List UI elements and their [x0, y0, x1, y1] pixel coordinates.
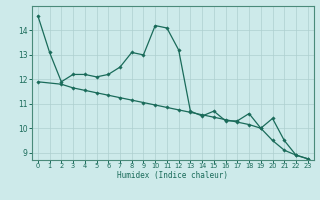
X-axis label: Humidex (Indice chaleur): Humidex (Indice chaleur)	[117, 171, 228, 180]
